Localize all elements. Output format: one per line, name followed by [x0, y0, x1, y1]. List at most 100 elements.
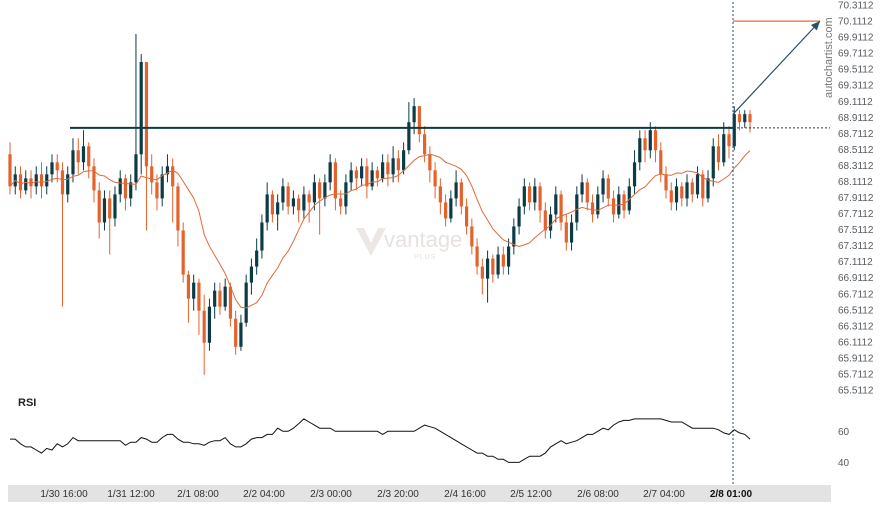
candle — [234, 310, 238, 355]
candle-body — [276, 202, 280, 215]
candle-body — [590, 202, 595, 215]
candle-body — [39, 174, 44, 187]
rsi-axis: 60 40 — [838, 427, 850, 469]
candle — [506, 238, 511, 275]
candle — [454, 170, 458, 207]
candle-body — [685, 182, 689, 199]
candle-body — [202, 310, 206, 343]
price-tick-label: 69.3112 — [838, 81, 874, 92]
time-tick-label: 2/4 16:00 — [444, 489, 486, 500]
candle-body — [506, 246, 511, 267]
candle — [585, 178, 589, 211]
candle-body — [386, 162, 390, 175]
candle-body — [24, 178, 28, 191]
candle — [480, 258, 484, 295]
candle — [34, 166, 38, 195]
candle-body — [108, 198, 112, 219]
candle — [297, 194, 301, 223]
candle-body — [653, 130, 658, 151]
candle — [643, 130, 647, 163]
candle — [527, 182, 532, 211]
price-tick-label: 67.5112 — [838, 225, 874, 236]
price-tick-label: 68.9112 — [838, 113, 874, 124]
candle-body — [375, 170, 379, 179]
candle — [286, 182, 290, 215]
candle-body — [223, 286, 227, 307]
candle-body — [664, 174, 668, 191]
candle-body — [674, 186, 679, 203]
candle — [617, 186, 621, 219]
candle — [470, 218, 474, 255]
candle — [192, 274, 196, 311]
rsi-line — [10, 418, 751, 463]
candle — [501, 246, 505, 275]
candle — [444, 194, 448, 227]
candle — [291, 190, 296, 215]
candle — [39, 162, 44, 199]
candle — [155, 174, 159, 211]
candle-body — [690, 182, 694, 195]
candle — [632, 150, 637, 195]
candle-body — [533, 186, 537, 203]
price-tick-label: 66.5112 — [838, 305, 874, 316]
candle — [118, 170, 122, 203]
candle-body — [627, 186, 631, 211]
time-tick-label: 2/6 08:00 — [577, 489, 619, 500]
candle — [496, 246, 500, 279]
candle — [181, 222, 185, 283]
candle — [737, 110, 742, 131]
candle — [664, 166, 668, 199]
candle-body — [596, 194, 600, 215]
time-tick-label: 2/3 00:00 — [310, 489, 352, 500]
candle — [533, 178, 537, 211]
candle — [417, 106, 421, 143]
candle-body — [517, 206, 521, 227]
candle — [176, 182, 180, 247]
candle-body — [412, 106, 416, 123]
candle-body — [228, 286, 233, 319]
price-tick-label: 69.1112 — [838, 97, 873, 108]
candle — [249, 258, 254, 295]
price-tick-label: 67.3112 — [838, 241, 874, 252]
candle-body — [113, 194, 117, 219]
candle-body — [491, 258, 495, 275]
candle — [601, 170, 605, 203]
candle-body — [402, 150, 406, 171]
candle — [722, 122, 726, 167]
candle — [18, 166, 23, 199]
price-axis: 70.3112 70.1112 69.9112 69.7112 69.5112 69.31… — [838, 1, 874, 397]
candle-body — [97, 190, 101, 223]
candle-body — [695, 174, 700, 195]
candle-body — [527, 186, 532, 203]
candle — [223, 278, 227, 311]
candle — [627, 178, 631, 215]
candle — [611, 190, 616, 223]
candle — [218, 282, 222, 315]
candle — [202, 294, 206, 375]
candle-body — [249, 266, 254, 283]
candle-body — [360, 166, 364, 179]
price-tick-label: 66.7112 — [838, 289, 874, 300]
price-tick-label: 65.5112 — [838, 386, 874, 397]
candle-body — [8, 154, 12, 187]
candle-body — [60, 170, 65, 195]
candle-body — [333, 162, 337, 199]
price-tick-label: 65.7112 — [838, 369, 874, 380]
candle — [569, 214, 574, 251]
candle — [554, 186, 558, 223]
candle-body — [559, 194, 563, 223]
candle — [260, 214, 264, 259]
candle — [433, 162, 437, 199]
candle — [144, 62, 149, 231]
candle — [548, 206, 553, 239]
candle — [370, 162, 374, 191]
candle-body — [617, 194, 621, 215]
candle-body — [192, 282, 196, 299]
candle — [8, 142, 12, 195]
candle — [60, 162, 65, 307]
candle-body — [134, 154, 138, 183]
candle — [312, 174, 316, 211]
candle — [360, 158, 364, 187]
candle-body — [459, 182, 463, 207]
